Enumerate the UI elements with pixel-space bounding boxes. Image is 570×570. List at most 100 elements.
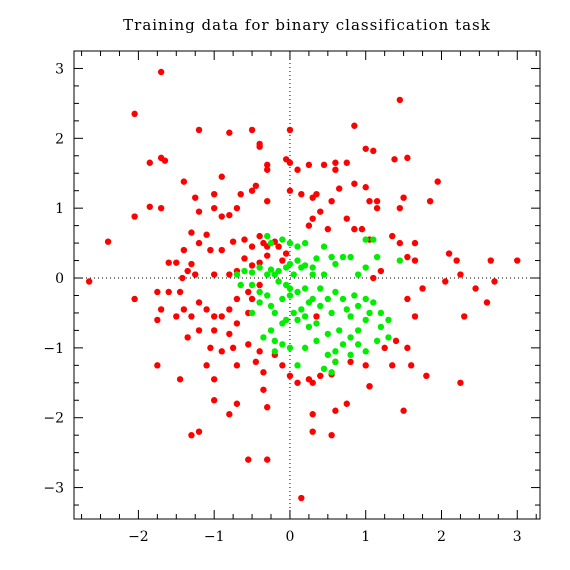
y-tick-label: 1 [55, 201, 64, 217]
data-point [336, 327, 343, 334]
data-point [264, 456, 271, 463]
data-point [248, 281, 256, 289]
data-point [377, 309, 385, 317]
data-point [396, 96, 404, 104]
data-point [358, 225, 366, 233]
data-point [210, 397, 218, 404]
data-point [411, 313, 419, 320]
data-point [157, 306, 165, 313]
data-point [396, 257, 404, 264]
data-point [237, 190, 244, 198]
data-point [256, 232, 263, 240]
data-point [309, 411, 316, 418]
data-point [279, 320, 286, 327]
data-point [241, 267, 248, 275]
data-point [362, 264, 369, 271]
data-point [146, 159, 153, 166]
data-point [210, 271, 218, 278]
data-point [85, 278, 93, 285]
data-point [173, 313, 180, 320]
data-point [298, 264, 305, 271]
data-point [233, 362, 241, 369]
data-point [275, 243, 282, 250]
data-point [457, 271, 464, 278]
data-point [445, 250, 453, 257]
data-point [256, 264, 263, 271]
data-point [256, 348, 263, 355]
data-point [271, 271, 278, 278]
data-point [347, 253, 354, 261]
data-point [324, 351, 332, 359]
data-point [373, 204, 381, 212]
data-point [301, 313, 309, 320]
data-point [328, 309, 335, 317]
data-point [366, 197, 373, 205]
data-point [195, 428, 203, 435]
data-point [241, 255, 248, 262]
data-point [237, 281, 244, 289]
data-point [373, 337, 381, 345]
data-point [419, 285, 426, 292]
data-point [184, 267, 191, 275]
data-point [279, 295, 286, 303]
data-point [157, 204, 165, 212]
data-point [131, 295, 138, 303]
data-point [180, 306, 188, 313]
data-point [286, 126, 294, 134]
data-point [233, 400, 241, 407]
data-point [298, 306, 305, 313]
y-tick-label: 2 [55, 131, 64, 147]
data-point [248, 126, 256, 134]
data-point [332, 348, 339, 355]
data-point [370, 236, 377, 243]
data-point [487, 257, 494, 264]
data-point [241, 236, 248, 243]
data-point [195, 208, 203, 215]
data-point [332, 407, 339, 414]
data-point [354, 271, 362, 278]
data-point [309, 215, 316, 222]
data-point [279, 362, 286, 369]
data-point [260, 369, 267, 376]
data-point [180, 246, 188, 254]
data-point [233, 271, 241, 278]
data-point [309, 379, 316, 386]
data-point [271, 337, 278, 345]
data-point [328, 197, 335, 205]
data-point [328, 431, 335, 439]
data-point [294, 362, 301, 369]
data-point [324, 330, 332, 338]
data-point [381, 344, 388, 352]
data-point [154, 316, 161, 324]
data-point [154, 288, 161, 296]
data-point [210, 204, 218, 212]
axis-ticks [74, 50, 540, 519]
data-point [389, 232, 396, 240]
data-point [317, 208, 324, 215]
data-point [207, 246, 214, 254]
zero-lines [74, 51, 540, 519]
data-point [354, 341, 362, 348]
data-point [354, 302, 362, 310]
series-1 [233, 232, 404, 376]
data-point [279, 341, 286, 348]
data-point [347, 313, 354, 320]
data-point [400, 194, 407, 201]
data-point [218, 246, 225, 254]
data-point [434, 178, 441, 185]
data-point [264, 166, 271, 173]
data-point [267, 266, 275, 273]
x-tick-label: 3 [513, 529, 522, 545]
data-point [252, 358, 260, 366]
data-point [313, 320, 320, 327]
data-point [210, 313, 218, 320]
data-point [442, 278, 449, 285]
data-point [411, 239, 419, 247]
data-point [324, 295, 332, 303]
data-point [347, 358, 354, 366]
data-point [301, 285, 309, 292]
data-point [161, 157, 169, 164]
data-point [256, 288, 263, 296]
x-tick-label: 0 [285, 529, 294, 545]
